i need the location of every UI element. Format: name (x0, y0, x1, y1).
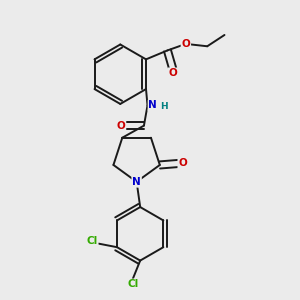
Text: H: H (160, 101, 168, 110)
Text: Cl: Cl (128, 279, 139, 289)
Text: N: N (148, 100, 157, 110)
Text: N: N (132, 177, 141, 187)
Text: O: O (168, 68, 177, 78)
Text: O: O (117, 121, 125, 130)
Text: O: O (182, 39, 190, 49)
Text: Cl: Cl (86, 236, 98, 246)
Text: O: O (178, 158, 187, 169)
